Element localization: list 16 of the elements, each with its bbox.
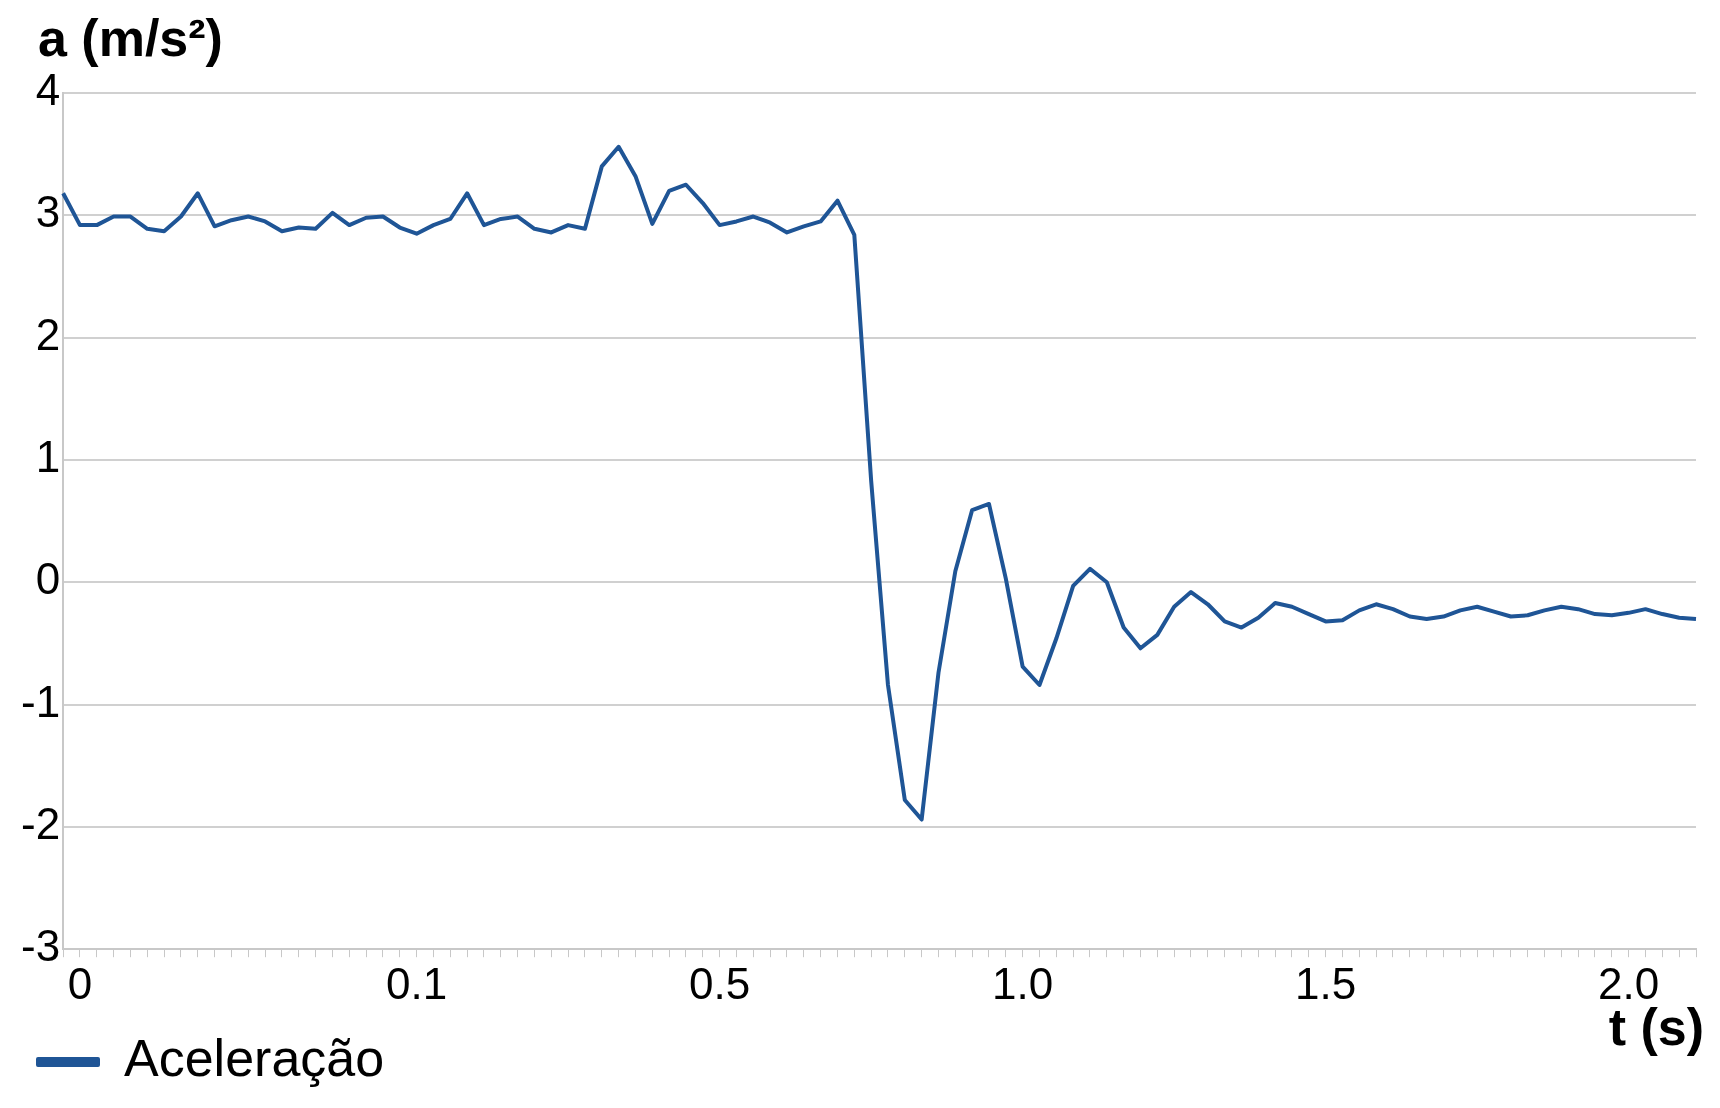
y-tick-label: -1	[21, 676, 61, 726]
x-tick-label: 2.0	[1598, 958, 1660, 1008]
y-tick-label: -2	[21, 799, 61, 849]
x-tick-label: 0.1	[386, 958, 448, 1008]
x-tick-label: 1.5	[1295, 958, 1357, 1008]
x-tick-label: 0	[67, 958, 93, 1008]
y-tick-label: -3	[21, 921, 61, 971]
y-tick-label: 2	[35, 309, 61, 359]
y-tick-label: 1	[35, 432, 61, 482]
x-tick-label: 0.5	[689, 958, 751, 1008]
x-tick-label: 1.0	[992, 958, 1054, 1008]
y-tick-label: 0	[35, 554, 61, 604]
y-axis-title: a (m/s²)	[38, 9, 223, 68]
y-tick-label: 4	[35, 65, 61, 115]
legend-label: Aceleração	[124, 1029, 385, 1088]
y-tick-label: 3	[35, 187, 61, 237]
